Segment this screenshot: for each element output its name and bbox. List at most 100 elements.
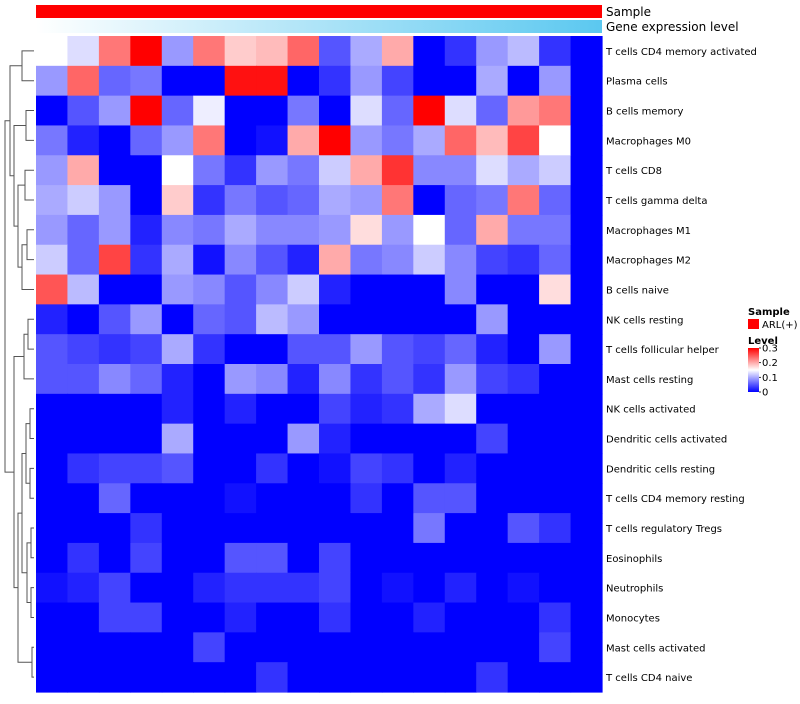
heatmap-cell — [444, 36, 477, 67]
legend-sample-item: ARL(+) — [762, 320, 798, 331]
heatmap-cell — [381, 632, 414, 663]
heatmap-cell — [539, 185, 572, 216]
dendrogram-branch — [26, 542, 31, 603]
heatmap-cell — [36, 602, 69, 633]
heatmap-cell — [287, 364, 320, 395]
sample-annotation-label: Sample — [606, 5, 651, 19]
heatmap-cell — [539, 274, 572, 305]
heatmap-cell — [67, 393, 100, 425]
heatmap-cell — [287, 155, 320, 186]
heatmap-cell — [36, 662, 69, 693]
heatmap-cell — [507, 423, 540, 455]
legend: Sample ARL(+) Level 0.3 0.2 0.1 0 — [748, 307, 798, 399]
heatmap-cell — [161, 274, 194, 305]
heatmap-cell — [161, 214, 194, 246]
row-label: Plasma cells — [606, 77, 668, 88]
heatmap-cell — [413, 214, 446, 246]
heatmap-cell — [476, 423, 509, 455]
heatmap-cell — [476, 214, 509, 246]
heatmap-cell — [130, 393, 163, 425]
heatmap-cell — [67, 214, 100, 246]
heatmap-cell — [413, 95, 446, 127]
legend-tick-label: 0.2 — [762, 358, 778, 369]
heatmap-cell — [256, 95, 289, 127]
heatmap-cell — [193, 662, 226, 693]
heatmap-cell — [98, 274, 131, 305]
heatmap-cell — [539, 632, 572, 663]
heatmap-cell — [193, 65, 226, 97]
heatmap-cell — [256, 423, 289, 455]
heatmap-cell — [350, 304, 383, 335]
heatmap-cell — [444, 334, 477, 365]
heatmap-cell — [319, 214, 352, 246]
heatmap-cell — [539, 662, 572, 693]
heatmap-cell — [476, 662, 509, 693]
heatmap-cell — [287, 95, 320, 127]
heatmap-cell — [444, 65, 477, 97]
legend-tick-label: 0.3 — [762, 344, 778, 355]
heatmap-cell — [507, 244, 540, 276]
heatmap-cell — [507, 572, 540, 604]
heatmap-cell — [36, 483, 69, 514]
heatmap-cell — [570, 304, 603, 335]
heatmap-cell — [161, 662, 194, 693]
heatmap-cell — [476, 602, 509, 633]
heatmap-cell — [476, 185, 509, 216]
row-label: T cells CD4 memory resting — [605, 494, 745, 505]
heatmap-cell — [256, 602, 289, 633]
dendrogram-branch — [24, 169, 34, 201]
heatmap-cell — [476, 542, 509, 574]
dendrogram-branch — [13, 125, 26, 227]
heatmap-cell — [350, 393, 383, 425]
heatmap-cell — [539, 36, 572, 67]
heatmap-cell — [98, 125, 131, 156]
heatmap-cell — [224, 572, 257, 604]
dendrogram-branch — [25, 110, 34, 141]
heatmap-cell — [319, 274, 352, 305]
heatmap-cell — [193, 483, 226, 514]
heatmap-cell — [98, 572, 131, 604]
expression-annotation-bar — [36, 20, 602, 33]
heatmap-cell — [570, 602, 603, 633]
legend-tick-label: 0 — [762, 388, 768, 399]
heatmap-cell — [161, 542, 194, 574]
heatmap-cell — [350, 483, 383, 514]
heatmap-cell — [319, 513, 352, 544]
dendrogram-branch — [29, 467, 34, 499]
heatmap-cell — [224, 185, 257, 216]
heatmap-cell — [413, 36, 446, 67]
heatmap-cell — [381, 65, 414, 97]
heatmap-cell — [350, 423, 383, 455]
heatmap-cell — [256, 662, 289, 693]
heatmap-cell — [36, 423, 69, 455]
heatmap-cell — [507, 602, 540, 633]
heatmap-cell — [381, 304, 414, 335]
heatmap-cell — [350, 125, 383, 156]
heatmap-cell — [444, 95, 477, 127]
heatmap-cell — [476, 483, 509, 514]
heatmap-cell — [413, 304, 446, 335]
heatmap-cell — [193, 513, 226, 544]
heatmap-cell — [319, 244, 352, 276]
heatmap-cell — [67, 483, 100, 514]
heatmap-cell — [287, 334, 320, 365]
row-label: Mast cells activated — [606, 643, 705, 654]
heatmap-cell — [381, 572, 414, 604]
heatmap-cell — [256, 274, 289, 305]
heatmap-cell — [319, 364, 352, 395]
heatmap-cell — [570, 632, 603, 663]
heatmap-cell — [444, 423, 477, 455]
legend-tick-label: 0.1 — [762, 373, 778, 384]
heatmap-cell — [98, 542, 131, 574]
heatmap-cell — [476, 572, 509, 604]
heatmap-cell — [161, 334, 194, 365]
heatmap-cell — [287, 572, 320, 604]
heatmap-cell — [67, 65, 100, 97]
heatmap-cell — [130, 602, 163, 633]
heatmap-cell — [161, 513, 194, 544]
row-label: NK cells activated — [606, 405, 696, 416]
row-label: B cells naive — [606, 285, 669, 296]
heatmap-cell — [130, 423, 163, 455]
heatmap-cell — [570, 244, 603, 276]
dendrogram-branch — [31, 646, 34, 678]
